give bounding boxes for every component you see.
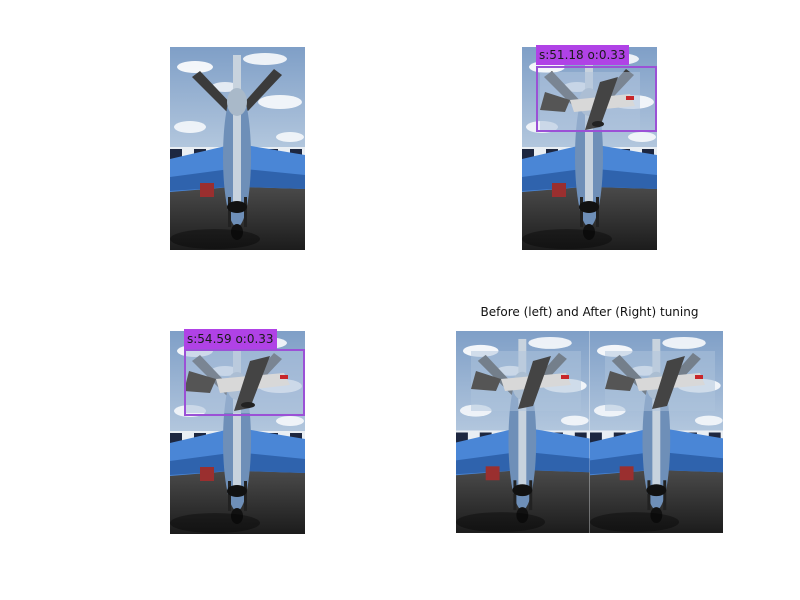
plane-photo-detection [522,47,657,250]
after-image [590,331,723,533]
detection-label-bottom-left: s:54.59 o:0.33 [184,329,277,349]
detection-label-top-right: s:51.18 o:0.33 [536,45,629,65]
before-image [456,331,590,533]
bottom-left-image [170,331,305,534]
plane-photo-detection [170,331,305,534]
comparison-image [456,331,723,533]
top-right-image [522,47,657,250]
before-after-images [456,331,723,533]
detection-box-bottom-left [184,349,305,416]
plane-photo [170,47,305,250]
detection-box-top-right [536,66,657,132]
comparison-title: Before (left) and After (Right) tuning [480,305,699,319]
top-left-image [170,47,305,250]
